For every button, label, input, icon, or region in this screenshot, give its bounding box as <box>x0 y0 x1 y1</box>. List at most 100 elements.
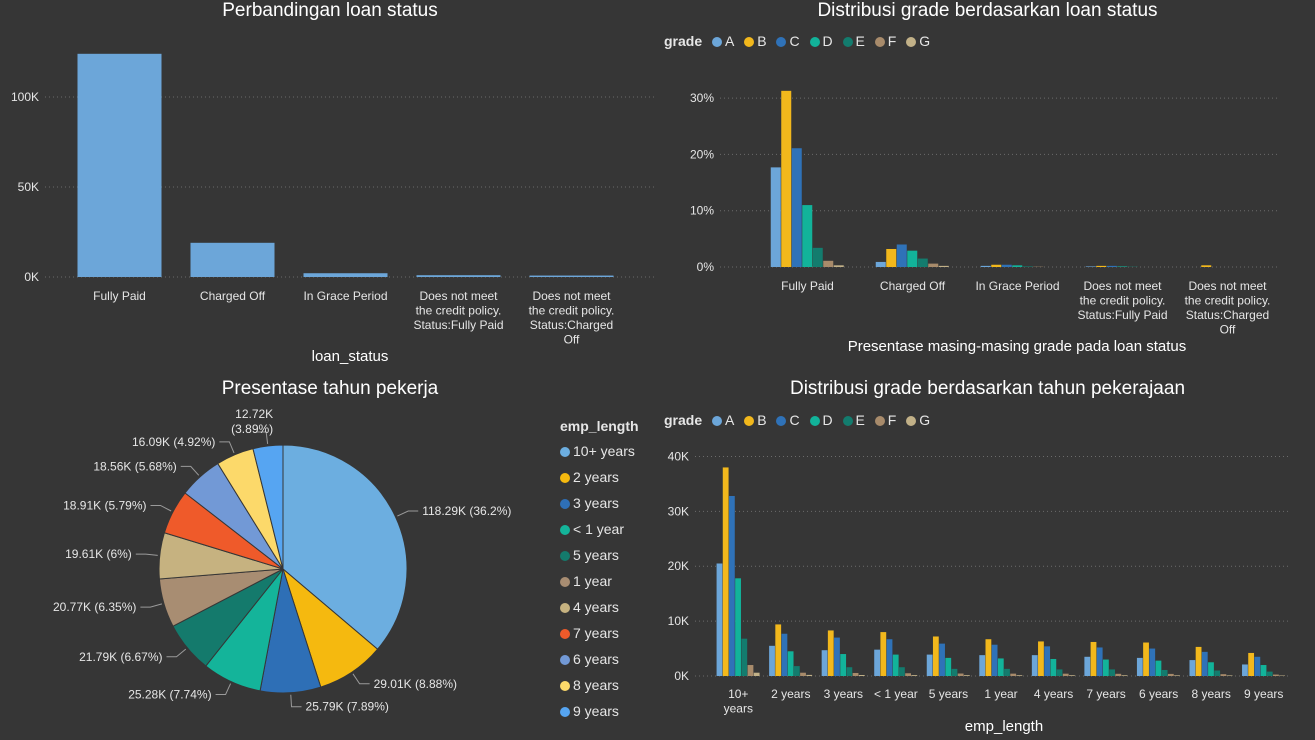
emp-legend-title: emp_length <box>560 418 639 434</box>
grade-legend-top[interactable]: grade A B C D E F G <box>664 33 936 49</box>
emp-legend-item[interactable]: 5 years <box>560 542 639 568</box>
emp-legend-item[interactable]: 7 years <box>560 620 639 646</box>
grade-status-bar <box>980 265 991 267</box>
legend-dot-icon <box>560 577 570 587</box>
loan-status-title: Perbandingan loan status <box>222 0 438 21</box>
emp-legend-item[interactable]: 3 years <box>560 490 639 516</box>
grade-status-xtick-label: In Grace Period <box>975 279 1059 293</box>
grade-emp-bar <box>899 667 905 676</box>
grade-emp-bar <box>793 666 800 676</box>
emp-legend-item[interactable]: 4 years <box>560 594 639 620</box>
pie-leader-line <box>150 504 172 512</box>
grade-emp-bar <box>781 633 788 676</box>
loan-status-ytick-label: 0K <box>24 270 39 284</box>
grade-legend-item-b[interactable]: B <box>744 33 767 49</box>
pie-leader-line <box>215 683 232 695</box>
pie-data-label: 20.77K (6.35%) <box>53 600 136 614</box>
grade-emp-bar <box>1201 651 1208 676</box>
grade-legend-item-b[interactable]: B <box>744 412 767 428</box>
grade-emp-bar <box>1044 646 1051 676</box>
grade-emp-bar <box>926 654 933 676</box>
loan-status-xtick-label: Does not meet <box>419 289 498 303</box>
grade-legend-item-f[interactable]: F <box>874 412 896 428</box>
grade-emp-bar <box>1273 674 1279 676</box>
pie-data-label: (3.89%) <box>231 422 273 436</box>
grade-emp-bar <box>886 639 893 676</box>
emp-legend-item[interactable]: < 1 year <box>560 516 639 542</box>
grade-emp-title: Distribusi grade berdasarkan tahun peker… <box>789 378 1186 399</box>
grade-b-dot-icon <box>744 37 755 47</box>
grade-emp-bar <box>800 672 806 676</box>
grade-status-ytick-label: 20% <box>690 147 714 161</box>
grade-status-bar <box>802 205 813 267</box>
loan-status-xtick-label: Off <box>564 333 580 347</box>
grade-f-dot-icon <box>874 37 885 47</box>
grade-legend-item-c[interactable]: C <box>776 412 800 428</box>
grade-status-bar <box>1001 264 1012 267</box>
grade-emp-bar <box>991 644 998 676</box>
emp-legend[interactable]: emp_length 10+ years 2 years 3 years < 1… <box>560 418 639 724</box>
grade-legend-item-a[interactable]: A <box>712 33 734 49</box>
grade-status-x-axis-title: Presentase masing-masing grade pada loan… <box>848 338 1187 355</box>
grade-emp-bar <box>769 645 775 676</box>
grade-emp-bar <box>1096 647 1103 676</box>
pie-data-label: 25.28K (7.74%) <box>128 687 211 701</box>
emp-legend-item[interactable]: 6 years <box>560 646 639 672</box>
grade-emp-bar <box>932 636 939 676</box>
pie-leader-line <box>290 694 302 708</box>
grade-legend-item-e[interactable]: E <box>842 412 865 428</box>
emp-legend-item[interactable]: 10+ years <box>560 438 639 464</box>
grade-emp-bar <box>1121 675 1128 676</box>
emp-legend-item[interactable]: 2 years <box>560 464 639 490</box>
emp-legend-item[interactable]: 1 year <box>560 568 639 594</box>
grade-status-xtick-label: Status:Fully Paid <box>1077 308 1167 322</box>
emp-pie-panel: Presentase tahun pekerja <box>0 378 660 740</box>
grade-legend-item-a[interactable]: A <box>712 412 734 428</box>
pie-data-label: 12.72K <box>235 407 273 421</box>
grade-legend-item-d[interactable]: D <box>809 412 833 428</box>
grade-status-bar <box>823 260 834 267</box>
legend-dot-icon <box>560 525 570 535</box>
pie-data-label: 19.61K (6%) <box>65 547 132 561</box>
grade-emp-bar <box>1260 665 1267 676</box>
grade-status-xtick-label: Fully Paid <box>781 279 834 293</box>
grade-status-xtick-label: the credit policy. <box>1185 294 1271 308</box>
grade-d-dot-icon <box>809 37 820 47</box>
pie-leader-line <box>219 441 235 454</box>
grade-emp-bar <box>753 672 760 676</box>
grade-emp-bar <box>880 632 887 676</box>
grade-emp-xtick-label: 8 years <box>1192 687 1231 701</box>
grade-a-dot-icon <box>712 416 723 426</box>
emp-legend-item[interactable]: 9 years <box>560 698 639 724</box>
grade-g-dot-icon <box>906 37 917 47</box>
loan-status-xtick-label: In Grace Period <box>303 289 387 303</box>
grade-emp-xtick-label: < 1 year <box>874 687 918 701</box>
pie-leader-line <box>140 603 163 608</box>
grade-legend-item-g[interactable]: G <box>906 412 930 428</box>
grade-legend-item-g[interactable]: G <box>906 33 930 49</box>
grade-status-bar <box>1201 265 1212 267</box>
grade-legend-item-d[interactable]: D <box>809 33 833 49</box>
grade-legend-bottom[interactable]: grade A B C D E F G <box>664 412 936 428</box>
grade-legend-item-e[interactable]: E <box>842 33 865 49</box>
grade-emp-xtick-label: 10+ <box>728 687 748 701</box>
grade-legend-item-f[interactable]: F <box>874 33 896 49</box>
grade-status-bar <box>1096 265 1107 267</box>
grade-emp-bar <box>945 657 952 676</box>
emp-legend-item[interactable]: 8 years <box>560 672 639 698</box>
grade-b-dot-icon <box>744 416 755 426</box>
grade-status-xtick-label: Does not meet <box>1188 279 1267 293</box>
grade-emp-bar <box>1214 670 1221 676</box>
grade-emp-xtick-label: 5 years <box>929 687 968 701</box>
grade-emp-xtick-label: 6 years <box>1139 687 1178 701</box>
loan-status-bar <box>77 53 162 277</box>
grade-emp-bar <box>985 639 992 676</box>
grade-emp-panel: Distribusi grade berdasarkan tahun peker… <box>660 378 1315 740</box>
grade-legend-item-c[interactable]: C <box>776 33 800 49</box>
grade-emp-xtick-label: 1 year <box>984 687 1017 701</box>
grade-status-bar <box>791 148 802 267</box>
pie-leader-line <box>352 673 370 685</box>
pie-data-label: 18.91K (5.79%) <box>63 498 146 512</box>
grade-emp-ytick-label: 30K <box>668 504 689 518</box>
